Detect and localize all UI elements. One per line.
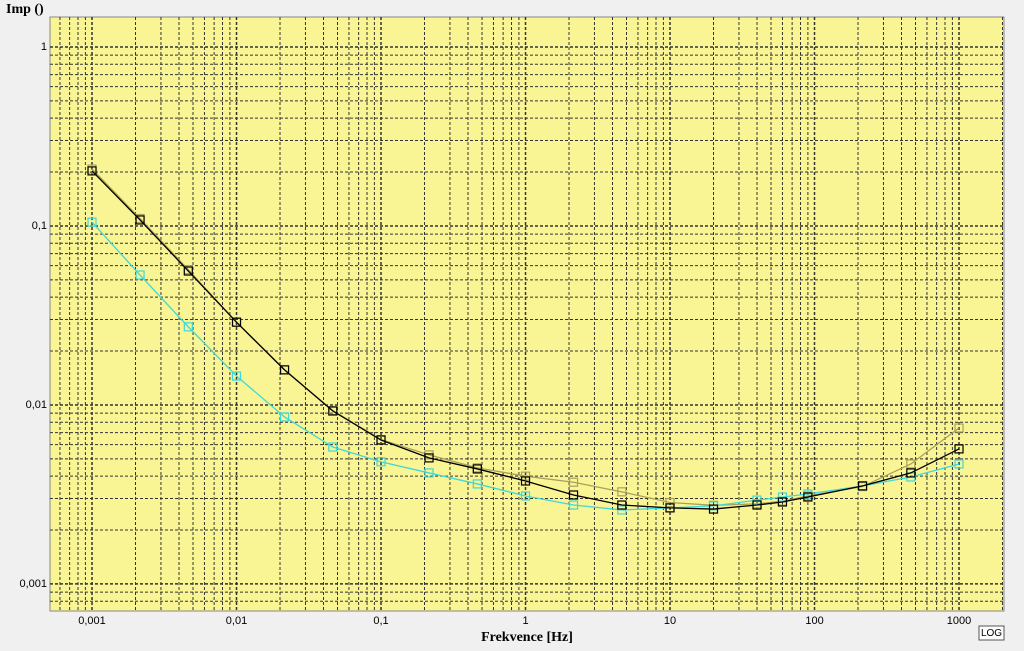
point-marker [231, 371, 242, 381]
scale-button-label[interactable]: LOG [981, 628, 1002, 639]
x-tick-label: 10 [664, 615, 676, 627]
point-marker [472, 479, 482, 489]
x-tick-label: 1 [522, 615, 528, 627]
y-tick-label: 0,001 [19, 578, 47, 590]
point-marker [665, 497, 675, 508]
point-marker [708, 504, 719, 514]
point-marker [617, 500, 627, 510]
point-marker [568, 500, 579, 510]
point-marker [568, 477, 579, 487]
point-marker [87, 217, 97, 227]
point-marker [328, 406, 338, 416]
point-marker [617, 487, 627, 497]
point-marker [183, 266, 193, 276]
y-axis-label: Imp () [6, 2, 44, 17]
x-tick-label: 100 [805, 615, 823, 627]
point-marker [279, 412, 290, 422]
point-marker [520, 491, 531, 501]
point-marker [424, 468, 434, 478]
point-marker [135, 270, 145, 280]
point-marker [568, 490, 579, 500]
point-marker [231, 317, 242, 327]
point-marker [954, 459, 964, 469]
point-marker [376, 457, 386, 467]
x-tick-label: 0,01 [226, 615, 247, 627]
plot-area [49, 16, 1005, 612]
point-marker [777, 497, 788, 507]
point-marker [87, 166, 97, 176]
point-marker [424, 453, 434, 463]
x-tick-label: 0,001 [78, 615, 106, 627]
x-axis-label: Frekvence [Hz] [481, 630, 573, 645]
point-marker [906, 468, 916, 478]
point-marker [376, 435, 386, 445]
point-marker [857, 481, 868, 491]
y-tick-label: 0,1 [32, 220, 47, 232]
x-tick-label: 1000 [947, 615, 971, 627]
point-marker [472, 464, 482, 474]
point-marker [752, 495, 762, 505]
point-marker [279, 365, 290, 375]
point-marker [906, 459, 916, 469]
point-marker [954, 423, 964, 433]
point-marker [665, 503, 675, 513]
x-tick-label: 0,1 [373, 615, 388, 627]
point-marker [803, 492, 813, 502]
scale-button[interactable] [978, 625, 1005, 641]
point-marker [328, 442, 338, 452]
point-marker [135, 215, 145, 225]
point-marker [617, 505, 627, 515]
y-tick-label: 0,01 [26, 399, 47, 411]
point-marker [777, 492, 788, 502]
point-marker [520, 476, 531, 486]
point-marker [520, 471, 531, 481]
point-marker [752, 500, 762, 510]
y-tick-label: 1 [41, 41, 47, 53]
point-marker [954, 444, 964, 454]
point-marker [183, 322, 193, 332]
